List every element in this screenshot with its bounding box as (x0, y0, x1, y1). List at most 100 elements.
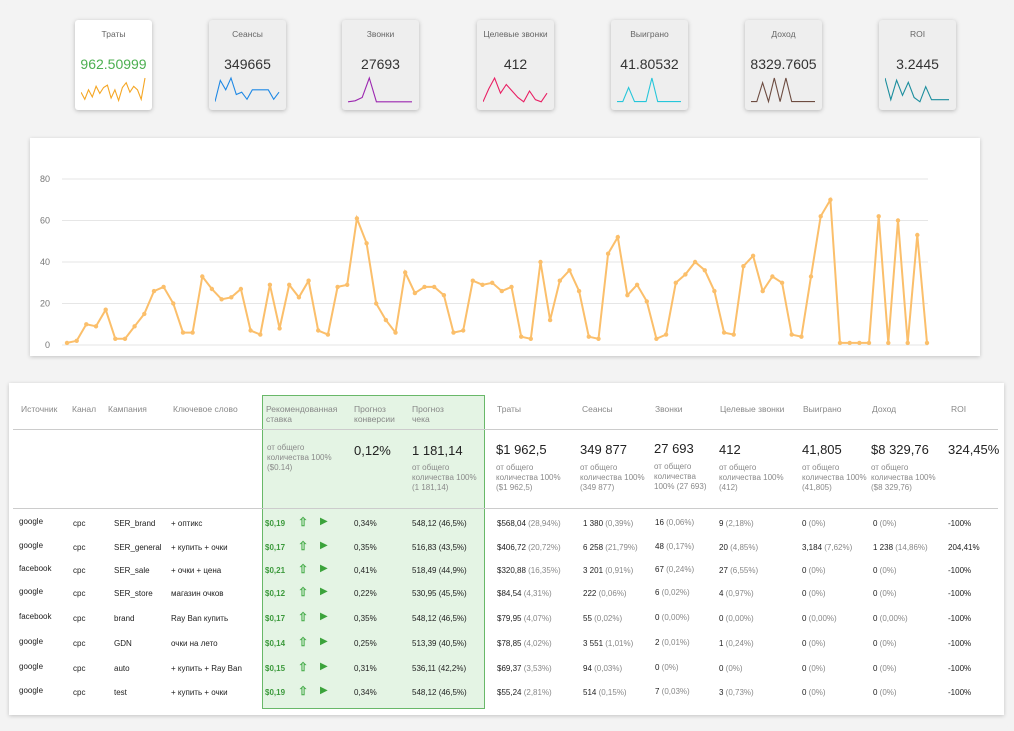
data-point[interactable] (200, 274, 205, 279)
data-point[interactable] (741, 264, 746, 269)
data-point[interactable] (760, 288, 765, 294)
data-point[interactable] (567, 268, 572, 273)
col-header-roi[interactable]: ROI (951, 404, 967, 414)
data-point[interactable] (770, 274, 775, 279)
play-icon[interactable]: ▶ (320, 586, 328, 597)
data-point[interactable] (122, 336, 128, 341)
kpi-card[interactable]: Звонки 27693 (342, 20, 419, 110)
data-point[interactable] (799, 334, 804, 339)
data-point[interactable] (654, 336, 659, 341)
col-header-income[interactable]: Доход (872, 404, 897, 414)
data-point[interactable] (576, 288, 582, 294)
data-point[interactable] (644, 299, 649, 304)
data-point[interactable] (190, 330, 195, 335)
data-point[interactable] (374, 301, 379, 306)
data-point[interactable] (470, 278, 475, 283)
data-point[interactable] (451, 330, 456, 335)
data-point[interactable] (432, 284, 437, 290)
data-point[interactable] (93, 324, 99, 329)
col-header-sessions[interactable]: Сеансы (582, 404, 613, 414)
data-point[interactable] (857, 340, 862, 346)
data-point[interactable] (316, 328, 321, 333)
data-point[interactable] (886, 340, 891, 346)
data-point[interactable] (586, 334, 591, 339)
col-header-conversion[interactable]: Прогноз конверсии (354, 404, 395, 424)
data-point[interactable] (441, 293, 447, 298)
data-point[interactable] (721, 330, 727, 335)
data-point[interactable] (818, 214, 823, 219)
data-point[interactable] (605, 251, 611, 256)
data-point[interactable] (480, 282, 485, 287)
data-point[interactable] (248, 328, 253, 333)
data-point[interactable] (905, 340, 910, 346)
data-point[interactable] (915, 232, 920, 238)
data-point[interactable] (499, 288, 504, 294)
data-point[interactable] (74, 338, 79, 343)
col-header-target-calls[interactable]: Целевые звонки (720, 404, 785, 414)
data-point[interactable] (509, 284, 514, 290)
col-header-spend[interactable]: Траты (497, 404, 521, 414)
data-point[interactable] (876, 214, 881, 219)
data-point[interactable] (789, 332, 794, 337)
data-point[interactable] (702, 268, 707, 273)
data-point[interactable] (364, 241, 369, 246)
kpi-card[interactable]: Выиграно 41.80532 (611, 20, 688, 110)
data-point[interactable] (412, 290, 418, 296)
data-point[interactable] (393, 330, 398, 335)
data-point[interactable] (171, 301, 176, 306)
data-point[interactable] (335, 284, 340, 290)
data-point[interactable] (219, 297, 224, 302)
play-icon[interactable]: ▶ (320, 516, 328, 527)
data-point[interactable] (103, 307, 108, 312)
col-header-check[interactable]: Прогноз чека (412, 404, 444, 424)
data-point[interactable] (345, 282, 350, 287)
data-point[interactable] (596, 336, 601, 341)
kpi-card[interactable]: ROI 3.2445 (879, 20, 956, 110)
data-point[interactable] (64, 340, 70, 346)
kpi-card[interactable]: Траты 962.50999 (75, 20, 152, 110)
play-icon[interactable]: ▶ (320, 540, 328, 551)
data-point[interactable] (866, 340, 872, 346)
data-point[interactable] (673, 280, 678, 285)
kpi-card[interactable]: Сеансы 349665 (209, 20, 286, 110)
data-point[interactable] (712, 288, 717, 294)
col-header-source[interactable]: Источник (21, 404, 58, 414)
data-point[interactable] (528, 336, 533, 341)
play-icon[interactable]: ▶ (320, 685, 328, 696)
data-point[interactable] (828, 197, 833, 202)
data-point[interactable] (519, 334, 524, 339)
play-icon[interactable]: ▶ (320, 661, 328, 672)
data-point[interactable] (161, 284, 166, 290)
data-point[interactable] (683, 272, 688, 277)
col-header-bid[interactable]: Рекомендованная ставка (266, 404, 338, 424)
data-point[interactable] (180, 330, 186, 335)
col-header-calls[interactable]: Звонки (655, 404, 683, 414)
data-point[interactable] (895, 218, 901, 223)
data-point[interactable] (238, 286, 244, 292)
data-point[interactable] (731, 332, 736, 337)
play-icon[interactable]: ▶ (320, 611, 328, 622)
data-point[interactable] (151, 288, 157, 294)
data-point[interactable] (267, 282, 273, 287)
data-point[interactable] (547, 317, 553, 323)
data-point[interactable] (306, 278, 311, 283)
data-point[interactable] (779, 280, 785, 285)
data-point[interactable] (837, 340, 843, 346)
data-point[interactable] (808, 274, 814, 279)
data-point[interactable] (229, 295, 234, 300)
data-point[interactable] (209, 286, 215, 292)
col-header-campaign[interactable]: Кампания (108, 404, 147, 414)
data-point[interactable] (750, 253, 756, 258)
play-icon[interactable]: ▶ (320, 636, 328, 647)
data-point[interactable] (538, 259, 543, 265)
kpi-card[interactable]: Доход 8329.7605 (745, 20, 822, 110)
data-point[interactable] (490, 280, 495, 285)
data-point[interactable] (634, 282, 640, 287)
play-icon[interactable]: ▶ (320, 563, 328, 574)
col-header-won[interactable]: Выиграно (803, 404, 842, 414)
data-point[interactable] (132, 324, 137, 329)
kpi-card[interactable]: Целевые звонки 412 (477, 20, 554, 110)
data-point[interactable] (625, 293, 630, 298)
data-point[interactable] (325, 332, 331, 337)
data-point[interactable] (113, 336, 118, 341)
